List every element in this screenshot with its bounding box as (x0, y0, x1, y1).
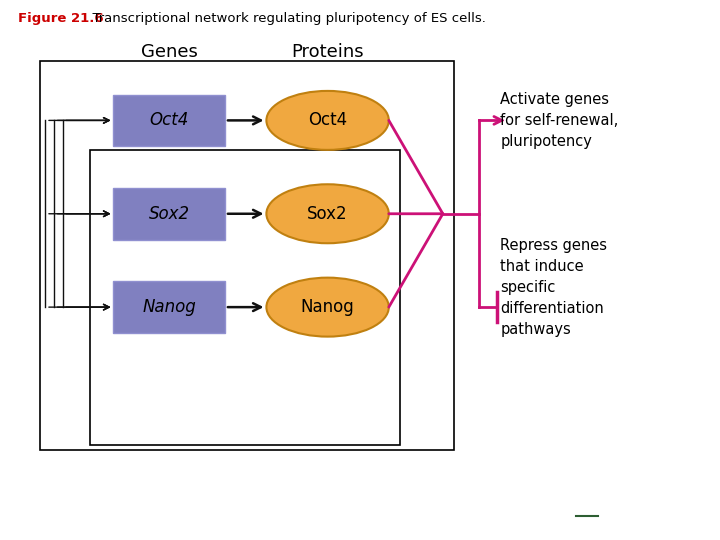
Text: Molecular Cell Biology, 7: Molecular Cell Biology, 7 (9, 503, 136, 514)
Text: Activate genes
for self-renewal,
pluripotency: Activate genes for self-renewal, pluripo… (500, 92, 618, 149)
Text: Oct4: Oct4 (308, 111, 347, 130)
Text: Sox2: Sox2 (148, 205, 190, 223)
Bar (576, 496, 585, 513)
Bar (576, 513, 585, 530)
Bar (113, 94, 225, 146)
Bar (113, 188, 225, 240)
Bar (588, 496, 598, 513)
Text: Figure 21.6: Figure 21.6 (18, 12, 104, 25)
Bar (90, 150, 400, 445)
Text: Copyright © 2013 by W. H. Freeman and Company: Copyright © 2013 by W. H. Freeman and Co… (161, 511, 444, 521)
Text: Genes: Genes (141, 43, 197, 60)
Text: Proteins: Proteins (292, 43, 364, 60)
Text: Nanog: Nanog (301, 298, 354, 316)
Text: Repress genes
that induce
specific
differentiation
pathways: Repress genes that induce specific diffe… (500, 238, 608, 337)
Ellipse shape (266, 91, 389, 150)
Bar (113, 281, 225, 333)
Text: Nanog: Nanog (143, 298, 196, 316)
Bar (588, 513, 598, 530)
Text: Sox2: Sox2 (307, 205, 348, 223)
Bar (40, 62, 454, 450)
Text: Edition: Edition (98, 503, 138, 514)
Ellipse shape (266, 184, 389, 243)
Text: W. H.
FREEMAN: W. H. FREEMAN (616, 499, 680, 528)
Text: Lodish et al.: Lodish et al. (9, 521, 72, 530)
Text: Oct4: Oct4 (150, 111, 189, 130)
Text: th: th (90, 501, 98, 510)
Text: Transcriptional network regulating pluripotency of ES cells.: Transcriptional network regulating pluri… (84, 12, 486, 25)
Ellipse shape (266, 278, 389, 336)
